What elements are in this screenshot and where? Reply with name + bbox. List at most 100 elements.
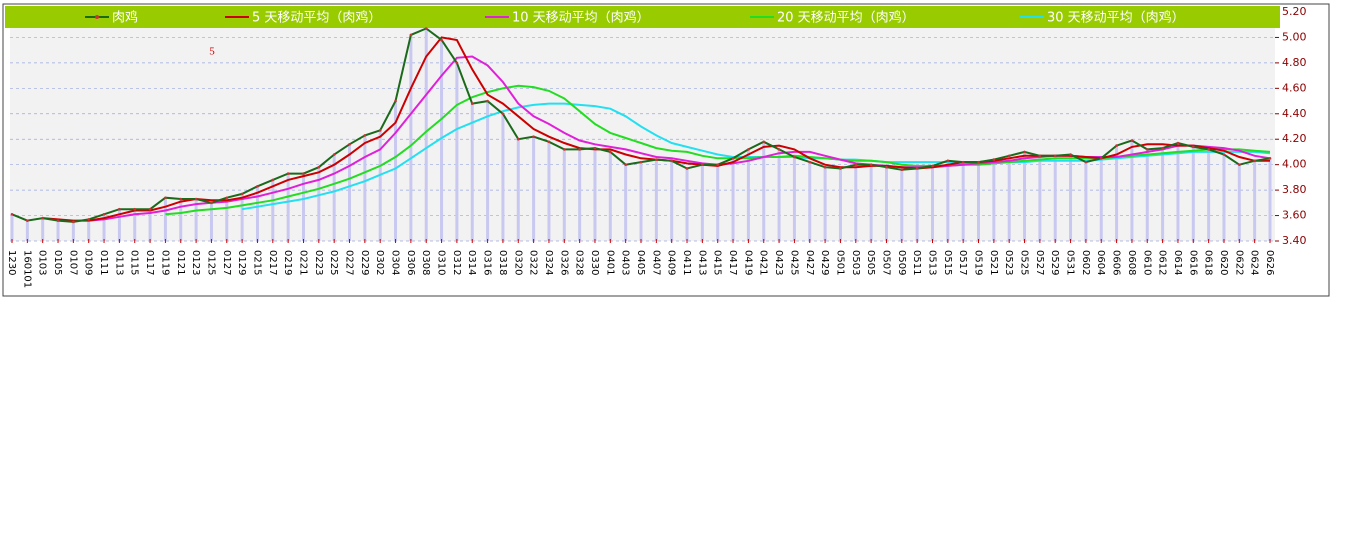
point <box>1238 163 1241 166</box>
point <box>900 168 904 172</box>
point <box>762 140 766 144</box>
x-tick-label: 0318 <box>497 250 508 275</box>
x-tick-label: 0330 <box>589 250 600 275</box>
point <box>915 167 919 170</box>
point <box>102 212 106 216</box>
x-tick-label: 0107 <box>67 250 78 275</box>
x-tick-label: 0618 <box>1203 250 1214 275</box>
x-tick-label: 0527 <box>1034 250 1045 275</box>
bar <box>1191 146 1195 241</box>
bar <box>700 164 704 241</box>
legend-label: 10 天移动平均（肉鸡） <box>512 10 650 26</box>
x-tick-label: 0328 <box>574 250 585 275</box>
x-tick-label: 0302 <box>374 250 385 275</box>
bar <box>271 179 275 241</box>
bar <box>225 197 229 241</box>
bar <box>409 34 413 242</box>
bar <box>639 162 643 241</box>
point <box>26 219 29 222</box>
point <box>1038 154 1042 158</box>
x-tick-label: 0423 <box>773 250 784 275</box>
point <box>977 160 980 164</box>
point <box>808 160 812 164</box>
point <box>1207 148 1210 151</box>
bar <box>746 149 750 241</box>
bar <box>946 160 950 241</box>
bar <box>808 162 812 241</box>
point <box>1191 145 1195 149</box>
bar <box>317 167 321 241</box>
bar <box>516 139 520 241</box>
x-tick-label: 0111 <box>98 250 109 275</box>
point <box>225 196 229 200</box>
bar <box>1253 160 1257 241</box>
point <box>1130 139 1134 142</box>
y-tick-label: 4.20 <box>1282 132 1307 145</box>
bar <box>255 186 259 241</box>
x-tick-label: 0515 <box>942 250 953 275</box>
bar <box>1099 158 1103 241</box>
bar <box>424 28 428 241</box>
point <box>1222 153 1226 156</box>
bar <box>133 209 137 241</box>
y-tick-label: 4.00 <box>1282 158 1307 171</box>
point <box>716 163 720 166</box>
bar <box>455 62 459 242</box>
bar <box>624 164 628 241</box>
y-tick-label: 4.40 <box>1282 107 1307 120</box>
x-tick-label: 0409 <box>666 250 677 275</box>
x-tick-label: 0413 <box>696 250 707 275</box>
point <box>701 163 704 166</box>
x-tick-label: 0109 <box>83 250 94 275</box>
y-tick-label: 3.60 <box>1282 209 1307 222</box>
point <box>240 192 244 196</box>
point <box>885 165 888 169</box>
y-tick-label: 3.80 <box>1282 183 1307 196</box>
point <box>363 134 367 137</box>
x-tick-label: 0221 <box>297 250 308 275</box>
bar <box>1176 143 1180 241</box>
x-tick-label: 0113 <box>113 250 124 275</box>
point <box>348 143 351 146</box>
point <box>609 150 612 154</box>
y-tick-label: 3.40 <box>1282 234 1307 247</box>
x-tick-label: 0429 <box>819 250 830 275</box>
bar <box>562 149 566 241</box>
x-tick-label: 0103 <box>37 250 48 275</box>
point <box>41 216 44 220</box>
bar <box>363 135 367 241</box>
bar <box>394 101 398 241</box>
x-tick-label: 0304 <box>390 250 401 275</box>
bar <box>792 157 796 241</box>
x-tick-label: 0602 <box>1080 250 1091 275</box>
point <box>516 137 520 141</box>
point <box>624 163 627 166</box>
x-tick-label: 0427 <box>804 250 815 275</box>
point <box>164 196 167 200</box>
point <box>271 178 275 182</box>
point <box>440 38 443 42</box>
x-tick-label: 0125 <box>205 250 216 275</box>
x-tick-label: 0505 <box>865 250 876 275</box>
bar <box>240 193 244 241</box>
x-tick-label: 0314 <box>466 250 477 275</box>
annotation: 5 <box>209 46 215 58</box>
bar <box>961 162 965 241</box>
y-tick-label: 4.80 <box>1282 56 1307 69</box>
bar <box>593 148 597 241</box>
x-tick-label: 0403 <box>620 250 631 275</box>
bar <box>10 214 14 241</box>
point <box>1099 157 1103 160</box>
bar <box>332 154 336 241</box>
y-tick-label: 5.20 <box>1282 5 1307 18</box>
point <box>470 102 474 105</box>
bar <box>286 173 290 241</box>
bar <box>915 168 919 241</box>
point <box>793 155 796 159</box>
x-tick-label: 0608 <box>1126 250 1137 275</box>
bar <box>777 149 781 241</box>
point <box>56 219 60 222</box>
point <box>394 99 397 103</box>
x-tick-label: 0217 <box>267 250 278 275</box>
bar <box>148 209 152 241</box>
